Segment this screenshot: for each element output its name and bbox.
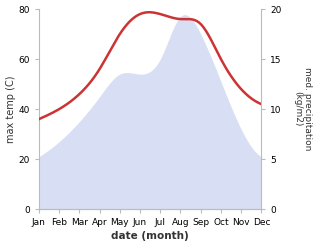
Y-axis label: max temp (C): max temp (C) xyxy=(5,75,16,143)
X-axis label: date (month): date (month) xyxy=(111,231,189,242)
Y-axis label: med. precipitation
(kg/m2): med. precipitation (kg/m2) xyxy=(293,67,313,151)
